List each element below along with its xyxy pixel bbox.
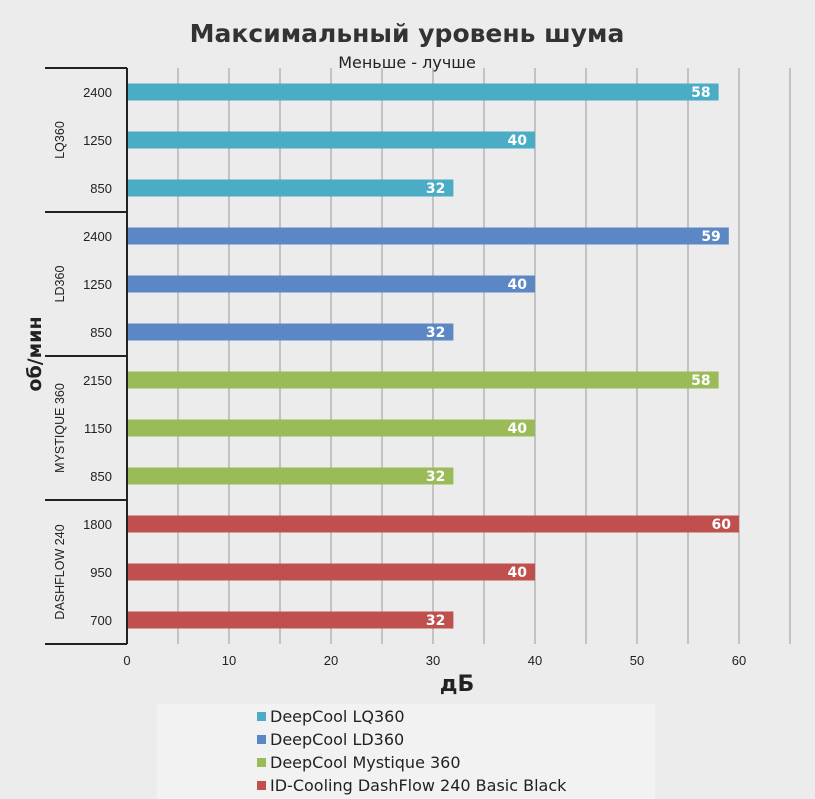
chart-subtitle: Меньше - лучше <box>338 53 476 72</box>
y-tick-label: 850 <box>90 325 112 340</box>
y-tick-label: 1800 <box>83 517 112 532</box>
legend: DeepCool LQ360 DeepCool LD360 DeepCool Mys… <box>257 707 567 795</box>
y-tick-label: 1250 <box>83 277 112 292</box>
x-tick-label: 60 <box>732 653 746 668</box>
x-tick-label: 0 <box>123 653 130 668</box>
bar <box>127 323 454 341</box>
data-label: 40 <box>508 133 528 149</box>
data-label: 32 <box>426 181 445 197</box>
bar <box>127 227 729 245</box>
legend-label: DeepCool LQ360 <box>270 707 405 726</box>
group-label: LD360 <box>53 266 67 303</box>
bar <box>127 371 719 389</box>
data-label: 32 <box>426 613 445 629</box>
group-label: DASHFLOW 240 <box>53 524 67 619</box>
bar <box>127 515 739 533</box>
x-tick-label: 20 <box>324 653 338 668</box>
legend-swatch <box>257 758 266 767</box>
legend-swatch <box>257 712 266 721</box>
y-tick-label: 850 <box>90 181 112 196</box>
bar <box>127 83 719 101</box>
x-axis: 0 10 20 30 40 50 60 <box>123 653 746 668</box>
group-label: LQ360 <box>53 121 67 159</box>
gridlines <box>177 68 791 644</box>
y-tick-label: 700 <box>90 613 112 628</box>
bar <box>127 179 454 197</box>
group-label: MYSTIQUE 360 <box>53 383 67 473</box>
x-tick-label: 50 <box>630 653 644 668</box>
bar <box>127 611 454 629</box>
data-label: 58 <box>691 373 710 389</box>
bar <box>127 467 454 485</box>
y-tick-label: 2150 <box>83 373 112 388</box>
data-label: 59 <box>701 229 720 245</box>
y-tick-label: 950 <box>90 565 112 580</box>
x-tick-label: 10 <box>222 653 236 668</box>
data-label: 58 <box>691 85 710 101</box>
y-tick-label: 1150 <box>84 421 112 436</box>
x-axis-title: дБ <box>440 672 475 697</box>
y-axis: 2400 1250 850 LQ360 2400 1250 850 LD360 2150 1150… <box>45 67 128 645</box>
legend-label: ID-Cooling DashFlow 240 Basic Black <box>270 776 567 795</box>
y-tick-label: 2400 <box>83 85 112 100</box>
data-label: 40 <box>508 421 528 437</box>
data-label: 32 <box>426 325 445 341</box>
x-tick-label: 40 <box>528 653 542 668</box>
y-axis-title: об/мин <box>24 316 46 391</box>
bar <box>127 419 535 437</box>
bar <box>127 275 535 293</box>
bars: 58 40 32 59 40 32 58 40 32 60 40 32 <box>127 83 739 629</box>
data-label: 40 <box>508 277 528 293</box>
legend-label: DeepCool LD360 <box>270 730 404 749</box>
data-label: 40 <box>508 565 528 581</box>
y-tick-label: 850 <box>90 469 112 484</box>
chart-title: Максимальный уровень шума <box>190 19 625 48</box>
legend-box <box>157 704 655 799</box>
x-tick-label: 30 <box>426 653 440 668</box>
data-label: 32 <box>426 469 445 485</box>
y-tick-label: 1250 <box>83 133 112 148</box>
legend-label: DeepCool Mystique 360 <box>270 753 461 772</box>
y-tick-label: 2400 <box>83 229 112 244</box>
legend-swatch <box>257 781 266 790</box>
data-label: 60 <box>712 517 732 533</box>
bar <box>127 563 535 581</box>
bar <box>127 131 535 149</box>
legend-swatch <box>257 735 266 744</box>
